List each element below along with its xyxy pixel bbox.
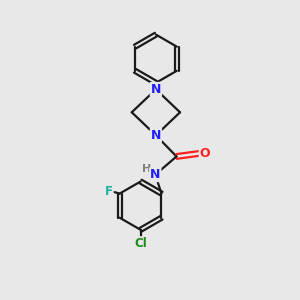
Text: N: N	[150, 168, 160, 181]
Text: O: O	[200, 147, 210, 160]
Text: F: F	[104, 185, 112, 198]
Text: H: H	[142, 164, 151, 174]
Text: N: N	[151, 129, 161, 142]
Text: N: N	[151, 83, 161, 96]
Text: Cl: Cl	[134, 237, 147, 250]
